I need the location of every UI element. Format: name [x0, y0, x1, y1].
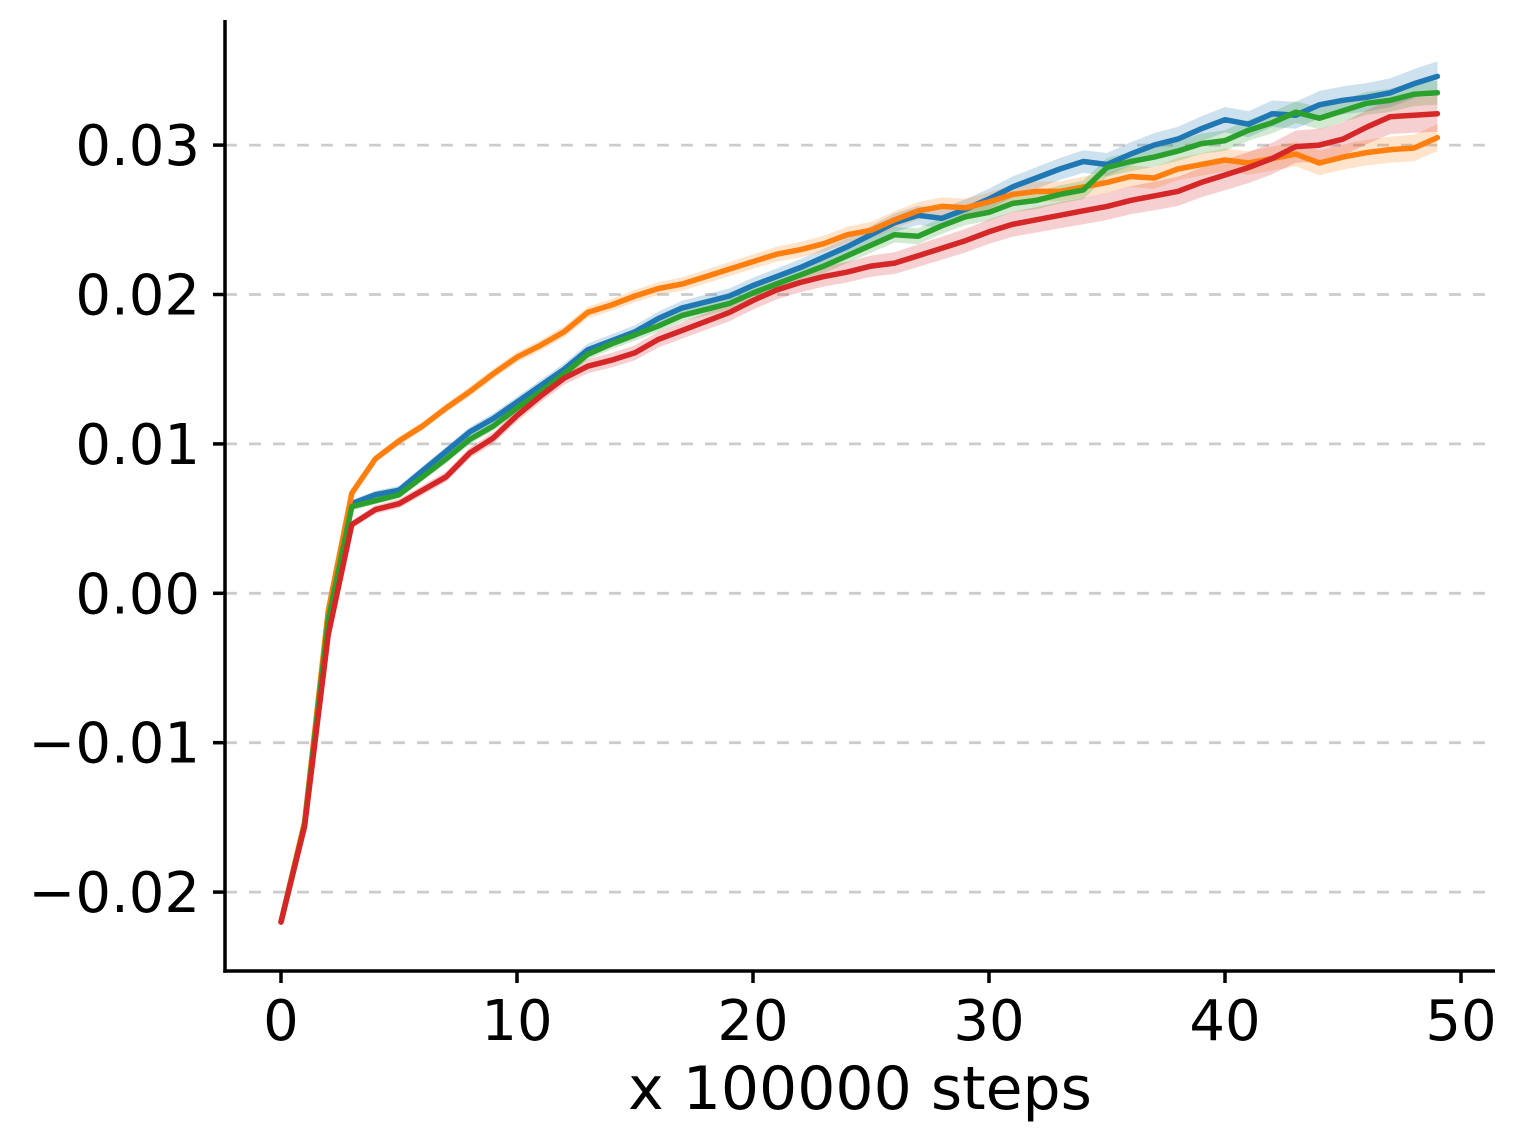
series-line-orange [278, 134, 1441, 925]
x-tick-label: 40 [1189, 989, 1260, 1054]
series-line-red [278, 110, 1441, 925]
x-tick-label: 0 [263, 989, 299, 1054]
series-band-red [281, 95, 1438, 926]
x-tick-label: 20 [717, 989, 788, 1054]
y-tick-label: −0.01 [28, 712, 200, 777]
series-line-blue [278, 73, 1441, 925]
series-band-green [281, 80, 1438, 925]
x-tick-label: 30 [953, 989, 1024, 1054]
series-line-green [278, 90, 1441, 925]
y-tick-label: 0.01 [75, 413, 200, 478]
y-tick-label: 0.03 [75, 114, 200, 179]
x-tick-label: 10 [481, 989, 552, 1054]
y-tick-label: 0.02 [75, 264, 200, 329]
x-tick-label: 50 [1425, 989, 1496, 1054]
x-axis-label: x 100000 steps [628, 1054, 1092, 1124]
y-tick-label: −0.02 [28, 861, 200, 926]
series-band-blue [281, 61, 1438, 925]
y-tick-label: 0.00 [75, 562, 200, 627]
